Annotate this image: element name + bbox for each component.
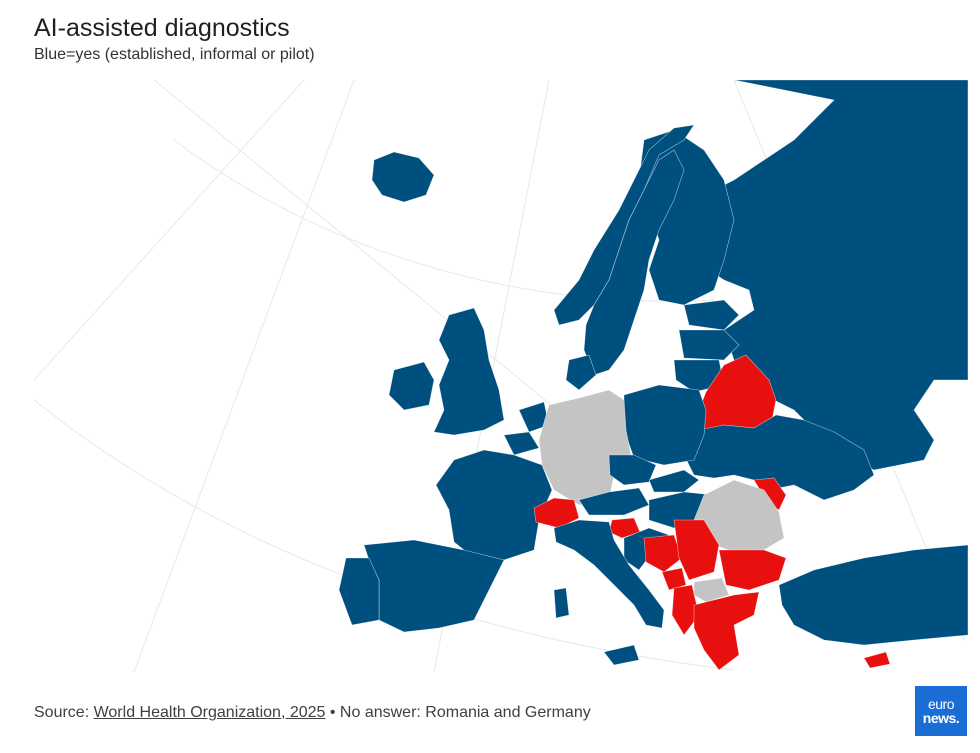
region-iceland — [371, 151, 435, 203]
region-estonia — [683, 299, 740, 331]
region-norway — [553, 124, 695, 326]
region-poland — [623, 384, 707, 466]
region-greece — [693, 591, 760, 671]
europe-map — [34, 80, 968, 672]
source-footer: Source: World Health Organization, 2025 … — [34, 704, 591, 722]
region-bulgaria — [718, 549, 787, 591]
region-belgium — [503, 431, 540, 456]
region-france — [435, 449, 553, 561]
logo-line1: euro — [927, 696, 955, 712]
chart-title: AI-assisted diagnostics — [34, 14, 290, 42]
region-italy — [553, 519, 665, 629]
region-sardinia — [553, 587, 570, 619]
region-north-macedonia — [693, 577, 730, 603]
region-slovakia — [648, 469, 700, 493]
region-ireland — [388, 361, 435, 411]
region-latvia — [678, 329, 740, 361]
region-albania — [671, 584, 700, 636]
region-denmark — [565, 354, 597, 391]
region-portugal — [338, 557, 380, 626]
chart-subtitle: Blue=yes (established, informal or pilot… — [34, 46, 315, 63]
region-uk — [433, 307, 505, 436]
no-answer-note: • No answer: Romania and Germany — [325, 704, 591, 721]
region-sicily — [603, 644, 640, 666]
source-label: Source: — [34, 704, 94, 721]
region-serbia — [673, 519, 720, 581]
region-germany — [538, 389, 633, 506]
source-link[interactable]: World Health Organization, 2025 — [93, 704, 326, 721]
region-czechia — [608, 454, 657, 486]
region-switzerland — [533, 497, 580, 529]
region-ukraine — [683, 414, 875, 501]
euronews-logo[interactable]: euro news. — [915, 686, 967, 736]
region-cyprus — [863, 651, 891, 669]
logo-line2: news. — [922, 710, 960, 726]
region-montenegro — [661, 567, 687, 591]
region-bosnia — [643, 534, 683, 573]
region-turkey — [778, 544, 968, 646]
